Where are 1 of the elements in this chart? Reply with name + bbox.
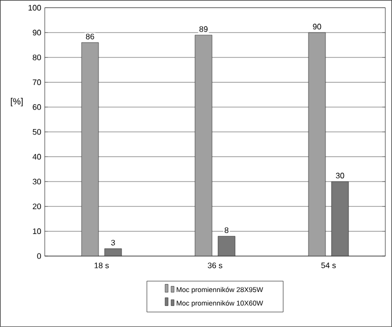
y-axis-title: [%]	[10, 98, 23, 106]
